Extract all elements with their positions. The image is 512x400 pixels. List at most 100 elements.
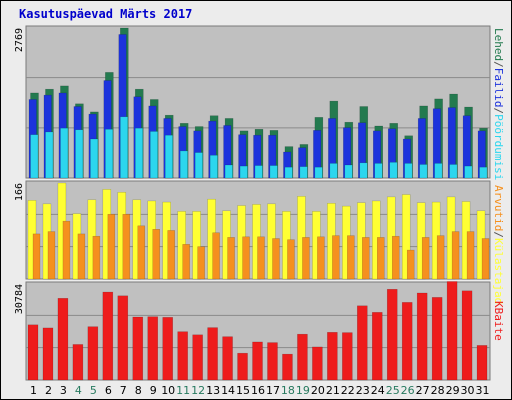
kbaite-bar-8 [132,316,144,381]
kbaite-bar-4 [72,344,84,381]
kbaite-bar-28 [431,297,443,381]
legend-failid: Failid [492,68,505,108]
kbaite-bar-7 [117,295,129,381]
kulastajad-bar-12 [192,211,201,280]
poordumisi-bar-12 [194,152,203,179]
kbaite-bar-3 [57,298,69,381]
arvutid-bar-5 [92,235,101,280]
poordumisi-bar-23 [359,162,368,179]
x-tick-label-7: 7 [120,384,127,397]
poordumisi-bar-28 [434,163,443,179]
poordumisi-bar-30 [464,165,473,179]
arvutid-bar-26 [406,249,415,280]
arvutid-bar-27 [421,237,430,280]
x-tick-label-31: 31 [476,384,490,397]
arvutid-bar-30 [466,231,475,280]
arvutid-bar-15 [242,236,250,280]
x-tick-label-28: 28 [431,384,445,397]
poordumisi-bar-4 [75,129,84,179]
kbaite-bar-10 [162,317,173,381]
x-tick-label-13: 13 [206,384,220,397]
legend-pöördumisi: Pöördumisi [492,114,505,180]
arvutid-bar-3 [62,220,71,280]
kbaite-bar-19 [297,333,308,381]
x-tick-label-10: 10 [161,384,175,397]
kbaite-bar-29 [446,281,458,381]
arvutid-bar-22 [347,235,355,280]
kbaite-bar-17 [267,342,278,381]
x-tick-label-12: 12 [191,384,205,397]
kulastajad-bar-26 [401,194,411,280]
x-tick-label-20: 20 [311,384,325,397]
x-tick-label-17: 17 [266,384,280,397]
arvutid-bar-28 [436,235,445,280]
poordumisi-bar-18 [284,166,293,179]
arvutid-bar-20 [317,236,325,280]
legend-arvutid: Arvutid [492,185,505,231]
x-tick-label-16: 16 [251,384,265,397]
poordumisi-bar-1 [30,134,39,179]
kbaite-bar-31 [476,345,488,381]
kbaite-bar-30 [461,290,473,381]
arvutid-bar-16 [257,236,265,280]
x-tick-label-23: 23 [356,384,370,397]
kbaite-bar-18 [282,353,293,381]
x-tick-label-26: 26 [401,384,415,397]
poordumisi-bar-19 [299,166,308,179]
arvutid-bar-23 [362,237,370,280]
kbaite-bar-20 [312,346,323,381]
x-tick-label-2: 2 [45,384,52,397]
poordumisi-bar-21 [329,163,338,179]
poordumisi-bar-2 [45,131,54,179]
legend-middle: Arvutid/Külastajad [492,185,505,304]
kbaite-bar-15 [237,352,248,381]
kbaite-bar-22 [342,332,353,381]
x-tick-label-21: 21 [326,384,340,397]
x-tick-label-8: 8 [135,384,142,397]
poordumisi-bar-11 [179,150,188,179]
poordumisi-bar-10 [164,134,173,179]
arvutid-bar-8 [137,225,146,280]
kbaite-bar-23 [357,305,368,381]
x-tick-label-25: 25 [386,384,400,397]
kbaite-bar-24 [372,312,383,381]
poordumisi-bar-3 [60,127,69,179]
kbaite-bar-11 [177,331,188,381]
poordumisi-bar-8 [135,127,144,179]
x-tick-label-14: 14 [221,384,235,397]
x-tick-label-5: 5 [90,384,97,397]
poordumisi-bar-14 [224,164,233,179]
kbaite-bar-25 [386,289,398,381]
x-tick-label-11: 11 [176,384,190,397]
poordumisi-bar-7 [120,116,129,179]
arvutid-bar-13 [212,232,220,280]
kbaite-bar-12 [192,334,203,381]
x-tick-label-29: 29 [446,384,460,397]
arvutid-bar-21 [332,235,340,280]
arvutid-bar-17 [272,238,280,280]
arvutid-bar-14 [227,237,235,280]
arvutid-bar-25 [391,235,400,280]
poordumisi-bar-22 [344,164,353,179]
arvutid-bar-24 [377,237,385,280]
arvutid-bar-2 [47,231,56,280]
x-tick-label-19: 19 [296,384,310,397]
arvutid-bar-19 [302,237,310,280]
x-tick-label-15: 15 [236,384,250,397]
arvutid-bar-29 [451,231,460,280]
arvutid-bar-9 [152,229,160,280]
poordumisi-bar-29 [449,164,458,179]
poordumisi-bar-26 [404,163,413,179]
arvutid-bar-7 [122,213,131,280]
poordumisi-bar-9 [149,131,158,179]
poordumisi-bar-15 [239,165,248,179]
x-tick-label-30: 30 [461,384,475,397]
kbaite-bar-6 [102,291,114,381]
arvutid-bar-1 [32,233,41,280]
arvutid-bar-18 [287,239,295,280]
y-max-label-top: 2769 [14,28,25,52]
kbaite-bar-13 [207,327,218,381]
poordumisi-bar-24 [374,163,383,179]
kbaite-bar-1 [27,324,39,381]
